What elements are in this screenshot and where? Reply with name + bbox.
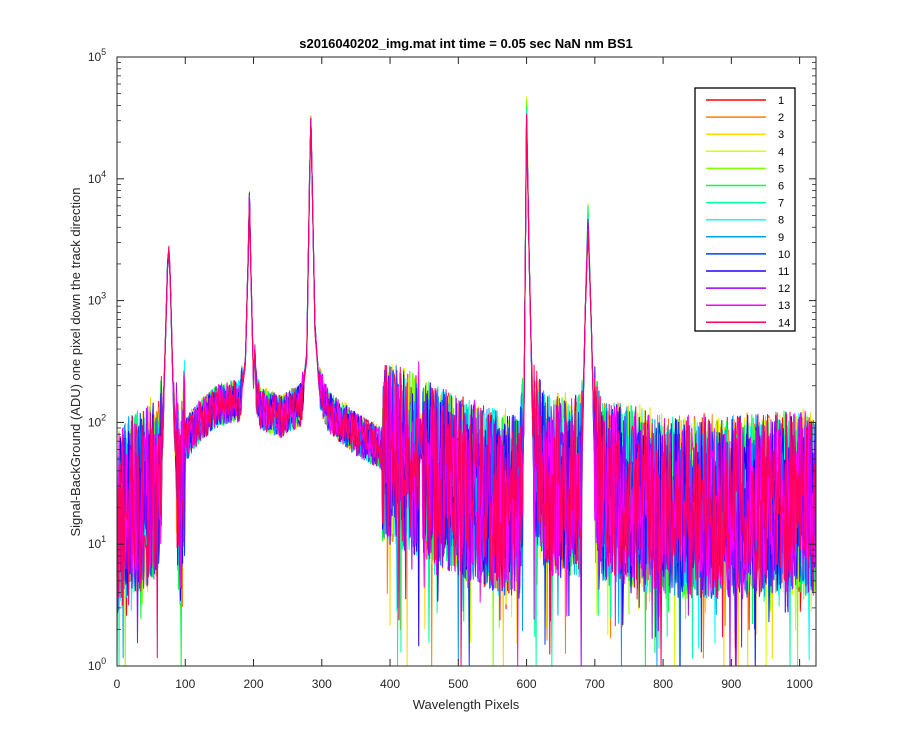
x-axis-label: Wavelength Pixels <box>413 697 520 712</box>
y-tick-base: 10 <box>88 659 102 673</box>
y-tick-base: 10 <box>88 415 102 429</box>
x-axis: 0 100 200 300 400 500 600 700 800 900 1000 <box>114 57 813 691</box>
y-tick-label: 102 <box>88 412 106 429</box>
y-axis-label: Signal-BackGround (ADU) one pixel down t… <box>68 187 83 536</box>
legend-label: 4 <box>778 146 784 158</box>
x-tick-label: 800 <box>653 677 673 691</box>
y-tick-label: 104 <box>88 169 106 186</box>
legend-label: 7 <box>778 198 784 210</box>
y-tick-label: 101 <box>88 534 106 551</box>
legend-label: 13 <box>778 300 790 312</box>
y-tick-base: 10 <box>88 50 102 64</box>
legend-label: 3 <box>778 129 784 141</box>
series-line-14 <box>117 113 816 666</box>
series-layer <box>117 96 816 666</box>
x-tick-label: 500 <box>448 677 468 691</box>
x-tick-label: 0 <box>114 677 121 691</box>
y-tick-exponent: 4 <box>101 169 106 179</box>
legend-label: 9 <box>778 232 784 244</box>
legend-label: 1 <box>778 95 784 107</box>
legend-box <box>694 87 796 332</box>
x-tick-label: 900 <box>721 677 741 691</box>
legend-label: 6 <box>778 181 784 193</box>
x-tick-label: 100 <box>175 677 195 691</box>
y-tick-base: 10 <box>88 294 102 308</box>
legend-label: 11 <box>778 266 789 278</box>
legend-label: 10 <box>778 249 790 261</box>
y-tick-label: 105 <box>88 47 106 64</box>
y-tick-exponent: 2 <box>101 412 106 422</box>
x-tick-label: 600 <box>517 677 537 691</box>
y-tick-label: 100 <box>88 656 106 673</box>
chart-title: s2016040202_img.mat int time = 0.05 sec … <box>299 36 633 51</box>
x-tick-label: 200 <box>244 677 264 691</box>
y-tick-label: 103 <box>88 291 106 308</box>
legend-label: 14 <box>778 317 790 329</box>
x-tick-label: 400 <box>380 677 400 691</box>
legend-label: 8 <box>778 215 784 227</box>
legend-label: 2 <box>778 112 784 124</box>
x-tick-label: 700 <box>585 677 605 691</box>
y-tick-base: 10 <box>88 537 102 551</box>
y-tick-exponent: 3 <box>101 291 106 301</box>
x-tick-label: 1000 <box>786 677 813 691</box>
y-tick-exponent: 5 <box>101 47 106 57</box>
legend-label: 12 <box>778 283 790 295</box>
legend-label: 5 <box>778 163 784 175</box>
y-tick-base: 10 <box>88 172 102 186</box>
x-tick-label: 300 <box>312 677 332 691</box>
y-tick-exponent: 0 <box>101 656 106 666</box>
y-tick-exponent: 1 <box>101 534 106 544</box>
axes-box <box>116 56 817 667</box>
